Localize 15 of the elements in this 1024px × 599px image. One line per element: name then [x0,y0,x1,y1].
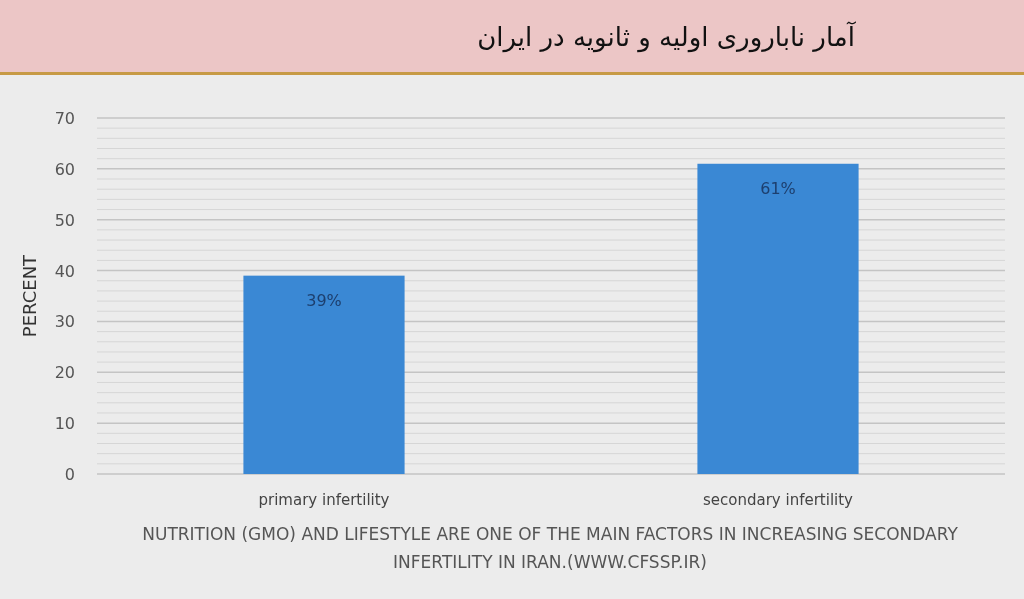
y-tick-label: 40 [54,261,75,281]
y-tick-label: 30 [54,312,75,332]
y-tick-label: 10 [54,414,75,434]
x-tick-label: secondary infertility [703,491,854,509]
y-tick-label: 0 [64,465,75,484]
y-tick-label: 50 [54,210,75,230]
y-axis-title: PERCENT [19,253,40,338]
y-tick-label: 60 [54,159,75,179]
x-axis-title: NUTRITION (GMO) AND LIFESTYLE ARE ONE OF THE MAIN FACTORS IN INCREASING SECONDARY INFERTILITY IN IRAN.(WWW.CFSSP.IR) [141,523,959,574]
data-label: 61% [760,178,796,198]
chart-title: آمار ناباروری اولیه و ثانویه در ایران [477,21,857,53]
y-tick-label: 20 [54,363,75,383]
y-tick-label: 70 [54,109,75,128]
x-tick-label: primary infertility [258,491,390,509]
data-label: 39% [306,290,342,310]
